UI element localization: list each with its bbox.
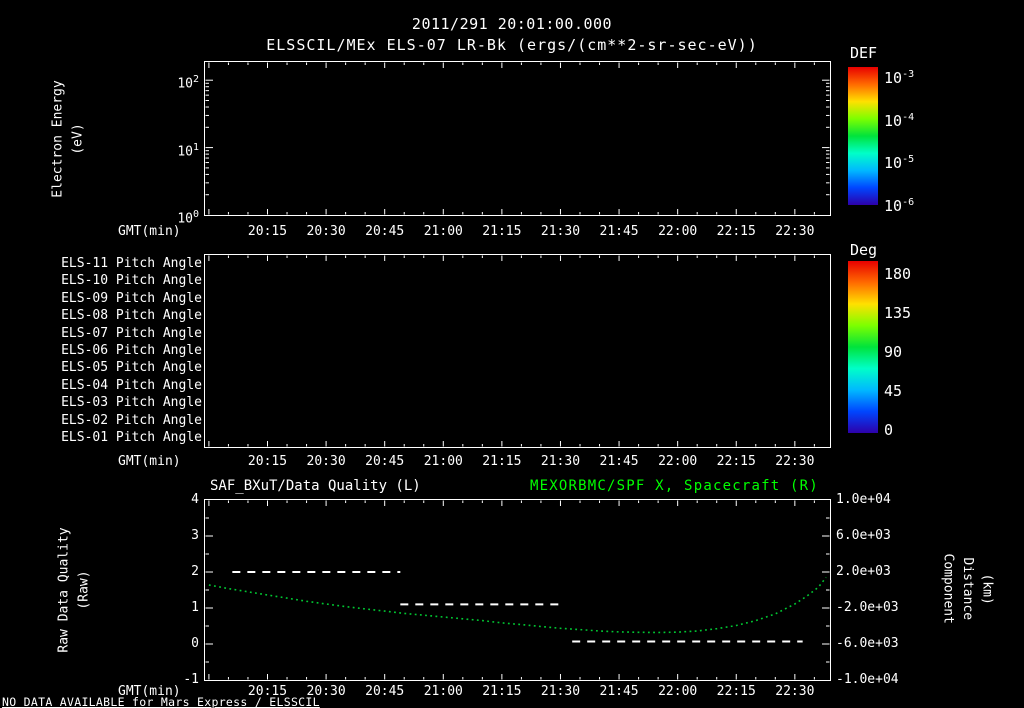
time-axis-row-2: GMT(min) 20:15 20:30 20:45 21:00 21:15 21:30 2… [0, 454, 1024, 470]
x-tick-label: 21:45 [599, 454, 639, 469]
pitch-angle-panel [204, 254, 831, 448]
distance-tick-label: -2.0e+03 [836, 600, 899, 615]
gmt-axis-label: GMT(min) [118, 684, 181, 699]
deg-scale-label: 90 [884, 343, 903, 361]
pitch-angle-row-label: ELS-09 Pitch Angle [61, 290, 202, 306]
energy-tick-label: 102 [177, 74, 199, 92]
distance-tick-label: 1.0e+04 [836, 492, 891, 507]
def-scale-label: 10-6 [884, 197, 915, 216]
pitch-angle-row-label: ELS-03 Pitch Angle [61, 395, 202, 411]
pitch-angle-row-label: ELS-04 Pitch Angle [61, 377, 202, 393]
x-tick-label: 20:30 [306, 454, 346, 469]
no-data-message: NO DATA AVAILABLE for Mars Express / ELS… [2, 695, 320, 708]
distance-tick-label: -1.0e+04 [836, 672, 899, 687]
x-tick-label: 22:15 [716, 684, 756, 699]
pitch-angle-row-label: ELS-10 Pitch Angle [61, 273, 202, 289]
energy-spectrogram-panel [204, 61, 831, 216]
pitch-angle-row-label: ELS-08 Pitch Angle [61, 308, 202, 324]
pitch-angle-row-label: ELS-07 Pitch Angle [61, 325, 202, 341]
time-axis-row-3: GMT(min) 20:15 20:30 20:45 21:00 21:15 21:30 2… [0, 684, 1024, 700]
pitch-angle-row-label: ELS-06 Pitch Angle [61, 343, 202, 358]
gmt-axis-label: GMT(min) [118, 224, 181, 239]
x-tick-label: 22:00 [658, 684, 698, 699]
distance-tick-label: -6.0e+03 [836, 636, 899, 651]
quality-distance-panel [204, 499, 831, 681]
deg-colorbar [848, 261, 878, 433]
x-tick-label: 22:00 [658, 224, 698, 239]
x-tick-label: 20:15 [247, 224, 288, 239]
x-tick-label: 22:30 [775, 454, 815, 469]
distance-tick-label: 6.0e+03 [836, 528, 891, 543]
x-tick-label: 21:45 [599, 224, 639, 239]
spacecraft-series-title: MEXORBMC/SPF X, Spacecraft (R) [530, 478, 819, 494]
x-tick-label: 22:00 [658, 454, 698, 469]
pitch-angle-row-label: ELS-01 Pitch Angle [61, 430, 202, 446]
def-colorbar [848, 67, 878, 205]
quality-series-title: SAF_BXuT/Data Quality (L) [210, 478, 421, 494]
deg-scale-label: 45 [884, 382, 903, 400]
quality-axis-label-line1: Raw Data Quality [56, 527, 72, 653]
pitch-angle-row-label: ELS-05 Pitch Angle [61, 360, 202, 376]
quality-tick-label: -1 [183, 672, 199, 687]
quality-tick-label: 4 [191, 492, 199, 507]
x-tick-label: 21:00 [423, 224, 463, 239]
x-tick-label: 20:15 [247, 454, 288, 469]
x-tick-label: 21:45 [599, 684, 639, 699]
distance-axis-label-line2: (km) [979, 573, 995, 605]
def-scale-label: 10-4 [884, 111, 915, 130]
x-tick-label: 21:30 [540, 684, 581, 699]
gmt-axis-label: GMT(min) [118, 454, 181, 469]
x-tick-label: 21:15 [482, 224, 522, 239]
x-tick-label: 22:30 [775, 684, 815, 699]
x-tick-label: 20:15 [247, 684, 288, 699]
page-title: 2011/291 20:01:00.000 [411, 15, 613, 33]
deg-scale-label: 180 [884, 265, 912, 283]
def-scale-label: 10-5 [884, 154, 915, 173]
x-tick-label: 20:45 [365, 454, 405, 469]
distance-tick-label: 2.0e+03 [836, 564, 891, 579]
deg-scale-label: 0 [884, 421, 894, 439]
def-scale-label: 10-3 [884, 69, 915, 87]
deg-scale-label: 135 [884, 304, 912, 322]
pitch-angle-row-label: ELS-11 Pitch Angle [61, 255, 202, 271]
quality-tick-label: 0 [191, 636, 199, 651]
quality-tick-label: 3 [191, 528, 199, 543]
x-tick-label: 21:15 [482, 684, 522, 699]
x-tick-label: 21:00 [423, 684, 463, 699]
deg-colorbar-title: Deg [850, 241, 878, 259]
x-tick-label: 21:00 [423, 454, 463, 469]
x-tick-label: 22:15 [716, 454, 756, 469]
time-axis-row-1: GMT(min) 20:15 20:30 20:45 21:00 21:15 21:30 2… [0, 224, 1024, 240]
def-colorbar-title: DEF [850, 44, 878, 62]
x-tick-label: 22:15 [716, 224, 756, 239]
x-tick-label: 21:30 [540, 454, 581, 469]
x-tick-label: 20:45 [365, 684, 405, 699]
x-tick-label: 20:30 [306, 224, 346, 239]
pitch-angle-row-label: ELS-02 Pitch Angle [61, 412, 202, 428]
quality-tick-label: 1 [191, 600, 199, 615]
distance-axis-label: Component Distance (km) [938, 530, 997, 649]
x-tick-label: 21:30 [540, 224, 581, 239]
x-tick-label: 20:45 [365, 224, 405, 239]
x-tick-label: 22:30 [775, 224, 815, 239]
plot-subtitle: ELSSCIL/MEx ELS-07 LR-Bk (ergs/(cm**2-sr… [266, 36, 758, 54]
quality-axis-label: Raw Data Quality (Raw) [55, 527, 94, 652]
distance-axis-label-line1: Component Distance [940, 553, 975, 625]
x-tick-label: 20:30 [306, 684, 346, 699]
quality-axis-label-line2: (Raw) [76, 570, 91, 610]
energy-tick-label: 100 [177, 209, 199, 227]
energy-tick-label: 101 [177, 141, 199, 159]
x-tick-label: 21:15 [482, 454, 522, 469]
quality-tick-label: 2 [191, 564, 199, 579]
